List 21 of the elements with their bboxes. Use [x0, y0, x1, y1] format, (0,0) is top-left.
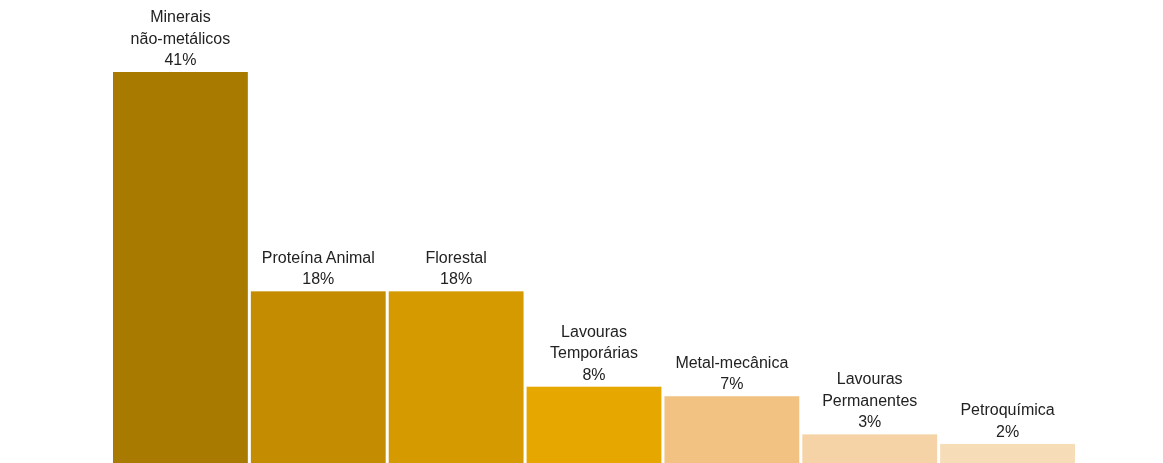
bar	[526, 386, 662, 463]
x-tick-label: Lavouras Temporárias	[549, 322, 639, 362]
x-tick-label: Petroquímica	[960, 401, 1055, 419]
x-tick-label: Lavouras Permanentes	[822, 370, 918, 409]
data-label: 2%	[996, 422, 1020, 440]
bar	[388, 291, 524, 463]
bar	[113, 72, 248, 463]
bar	[940, 443, 1075, 463]
bar	[250, 291, 386, 463]
bar	[664, 396, 800, 463]
data-label: 8%	[582, 365, 606, 383]
data-label: 18%	[302, 270, 335, 288]
x-tick-label: Florestal	[425, 248, 487, 266]
data-label: 41%	[164, 51, 197, 68]
data-label: 7%	[720, 375, 744, 393]
x-tick-label: Minerais não-metálicos	[130, 8, 231, 47]
x-tick-label: Proteína Animal	[261, 248, 375, 266]
data-label: 18%	[440, 270, 473, 288]
data-label: 3%	[858, 413, 882, 431]
bar	[802, 434, 938, 463]
x-tick-label: Metal-mecânica	[675, 353, 789, 371]
